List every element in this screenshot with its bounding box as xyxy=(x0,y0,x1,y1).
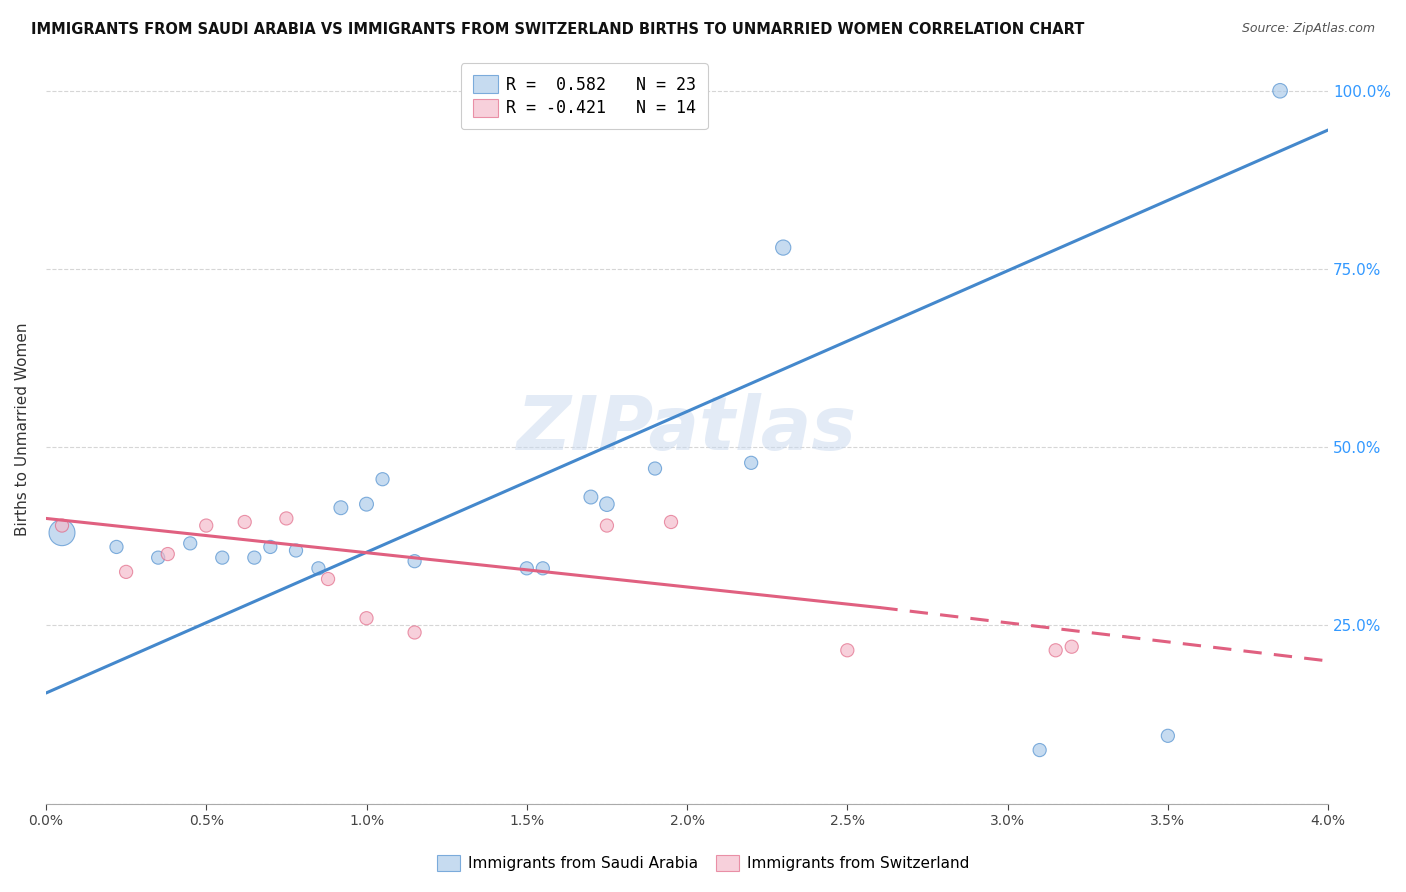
Point xyxy=(531,561,554,575)
Point xyxy=(276,511,298,525)
Point xyxy=(105,540,128,554)
Point xyxy=(404,554,426,568)
Point xyxy=(1045,643,1067,657)
Point xyxy=(285,543,308,558)
Point xyxy=(1060,640,1083,654)
Point xyxy=(179,536,201,550)
Point xyxy=(404,625,426,640)
Point xyxy=(837,643,859,657)
Point xyxy=(233,515,256,529)
Point xyxy=(1157,729,1180,743)
Text: Source: ZipAtlas.com: Source: ZipAtlas.com xyxy=(1241,22,1375,36)
Point xyxy=(644,461,666,475)
Point xyxy=(659,515,682,529)
Point xyxy=(243,550,266,565)
Point xyxy=(371,472,394,486)
Text: ZIPatlas: ZIPatlas xyxy=(517,392,858,466)
Point xyxy=(156,547,179,561)
Point xyxy=(772,241,794,255)
Point xyxy=(115,565,138,579)
Y-axis label: Births to Unmarried Women: Births to Unmarried Women xyxy=(15,323,30,536)
Point xyxy=(259,540,281,554)
Point xyxy=(1268,84,1291,98)
Point xyxy=(316,572,339,586)
Legend: Immigrants from Saudi Arabia, Immigrants from Switzerland: Immigrants from Saudi Arabia, Immigrants… xyxy=(430,849,976,877)
Point xyxy=(51,525,73,540)
Point xyxy=(51,518,73,533)
Point xyxy=(307,561,329,575)
Point xyxy=(329,500,352,515)
Point xyxy=(195,518,218,533)
Point xyxy=(596,497,619,511)
Point xyxy=(579,490,602,504)
Point xyxy=(740,456,762,470)
Point xyxy=(596,518,619,533)
Point xyxy=(211,550,233,565)
Point xyxy=(516,561,538,575)
Point xyxy=(146,550,169,565)
Point xyxy=(1028,743,1050,757)
Text: IMMIGRANTS FROM SAUDI ARABIA VS IMMIGRANTS FROM SWITZERLAND BIRTHS TO UNMARRIED : IMMIGRANTS FROM SAUDI ARABIA VS IMMIGRAN… xyxy=(31,22,1084,37)
Point xyxy=(356,611,378,625)
Point xyxy=(356,497,378,511)
Legend: R =  0.582   N = 23, R = -0.421   N = 14: R = 0.582 N = 23, R = -0.421 N = 14 xyxy=(461,63,707,129)
